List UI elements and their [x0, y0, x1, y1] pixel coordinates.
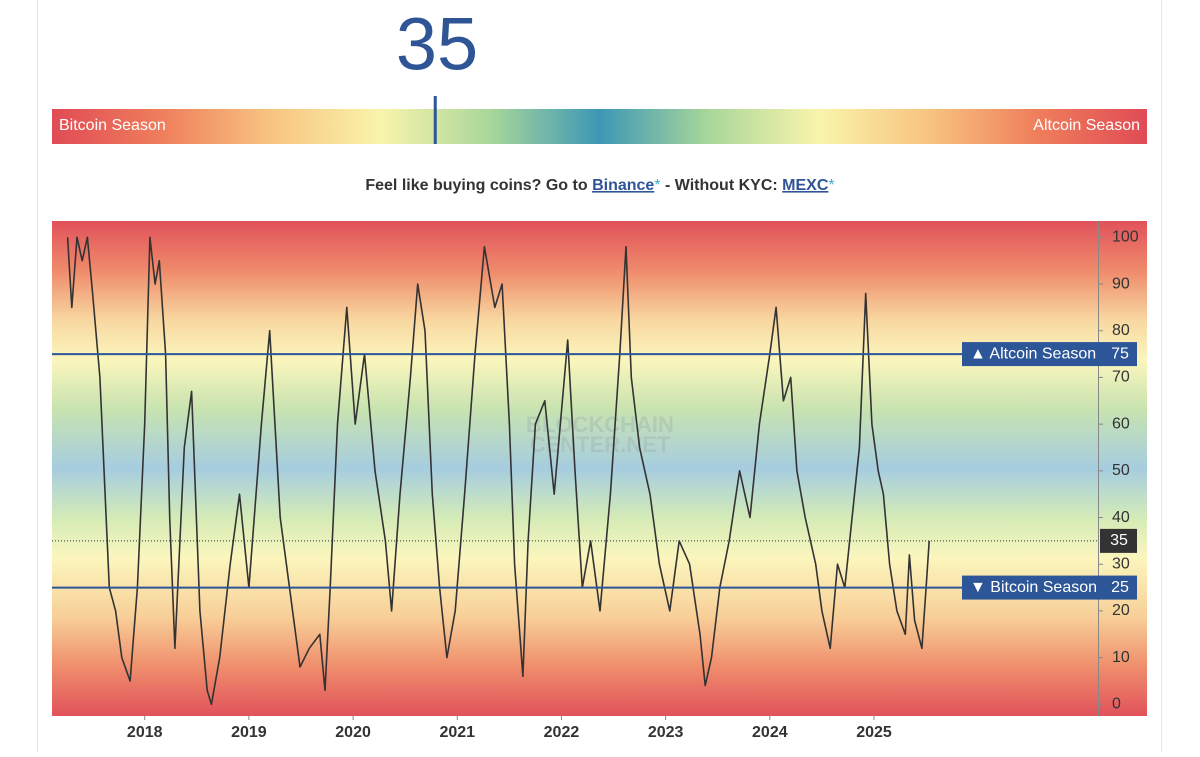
y-tick-label: 50 — [1112, 462, 1130, 479]
promo-link[interactable]: Binance — [592, 177, 654, 194]
y-tick-label: 20 — [1112, 602, 1130, 619]
watermark: CENTER.NET — [530, 432, 671, 457]
y-tick-label: 0 — [1112, 696, 1121, 713]
x-tick-label: 2024 — [752, 724, 788, 741]
x-tick-label: 2023 — [648, 724, 684, 741]
x-tick-label: 2018 — [127, 724, 163, 741]
promo: Feel like buying coins? Go to Binance* -… — [365, 177, 834, 194]
y-tick-label: 40 — [1112, 509, 1130, 526]
promo-star: * — [828, 177, 834, 194]
y-tick-label: 80 — [1112, 322, 1130, 339]
gauge-right-label: Altcoin Season — [1033, 117, 1140, 134]
reference-label-box — [962, 342, 1137, 367]
y-tick-label: 60 — [1112, 415, 1130, 432]
x-tick-label: 2021 — [439, 724, 475, 741]
y-tick-label: 10 — [1112, 649, 1130, 666]
x-tick-label: 2022 — [544, 724, 580, 741]
x-tick-label: 2019 — [231, 724, 267, 741]
current-label: 35 — [1110, 532, 1128, 549]
reference-value: 75 — [1111, 345, 1129, 362]
promo-star: * — [654, 177, 660, 194]
current-value: 35 — [396, 3, 478, 86]
watermark: BLOCKCHAIN — [526, 412, 674, 437]
gauge-left-label: Bitcoin Season — [59, 117, 166, 134]
current-box — [1100, 528, 1137, 553]
reference-value: 25 — [1111, 579, 1129, 596]
reference-label: ▼ Bitcoin Season — [970, 579, 1097, 596]
x-tick-label: 2025 — [856, 724, 892, 741]
index-line — [66, 236, 930, 706]
plot-background — [52, 221, 1147, 716]
y-tick-label: 30 — [1112, 555, 1130, 572]
y-tick-label: 70 — [1112, 369, 1130, 386]
y-tick-label: 90 — [1112, 275, 1130, 292]
promo-text: - Without KYC: — [665, 177, 778, 194]
reference-label: ▲ Altcoin Season — [970, 345, 1096, 362]
y-tick-label: 100 — [1112, 229, 1139, 246]
promo-link[interactable]: MEXC — [782, 177, 829, 194]
reference-label-box — [962, 575, 1137, 600]
x-tick-label: 2020 — [335, 724, 371, 741]
gauge-bar — [52, 109, 1147, 144]
promo-text: Feel like buying coins? Go to — [365, 177, 587, 194]
